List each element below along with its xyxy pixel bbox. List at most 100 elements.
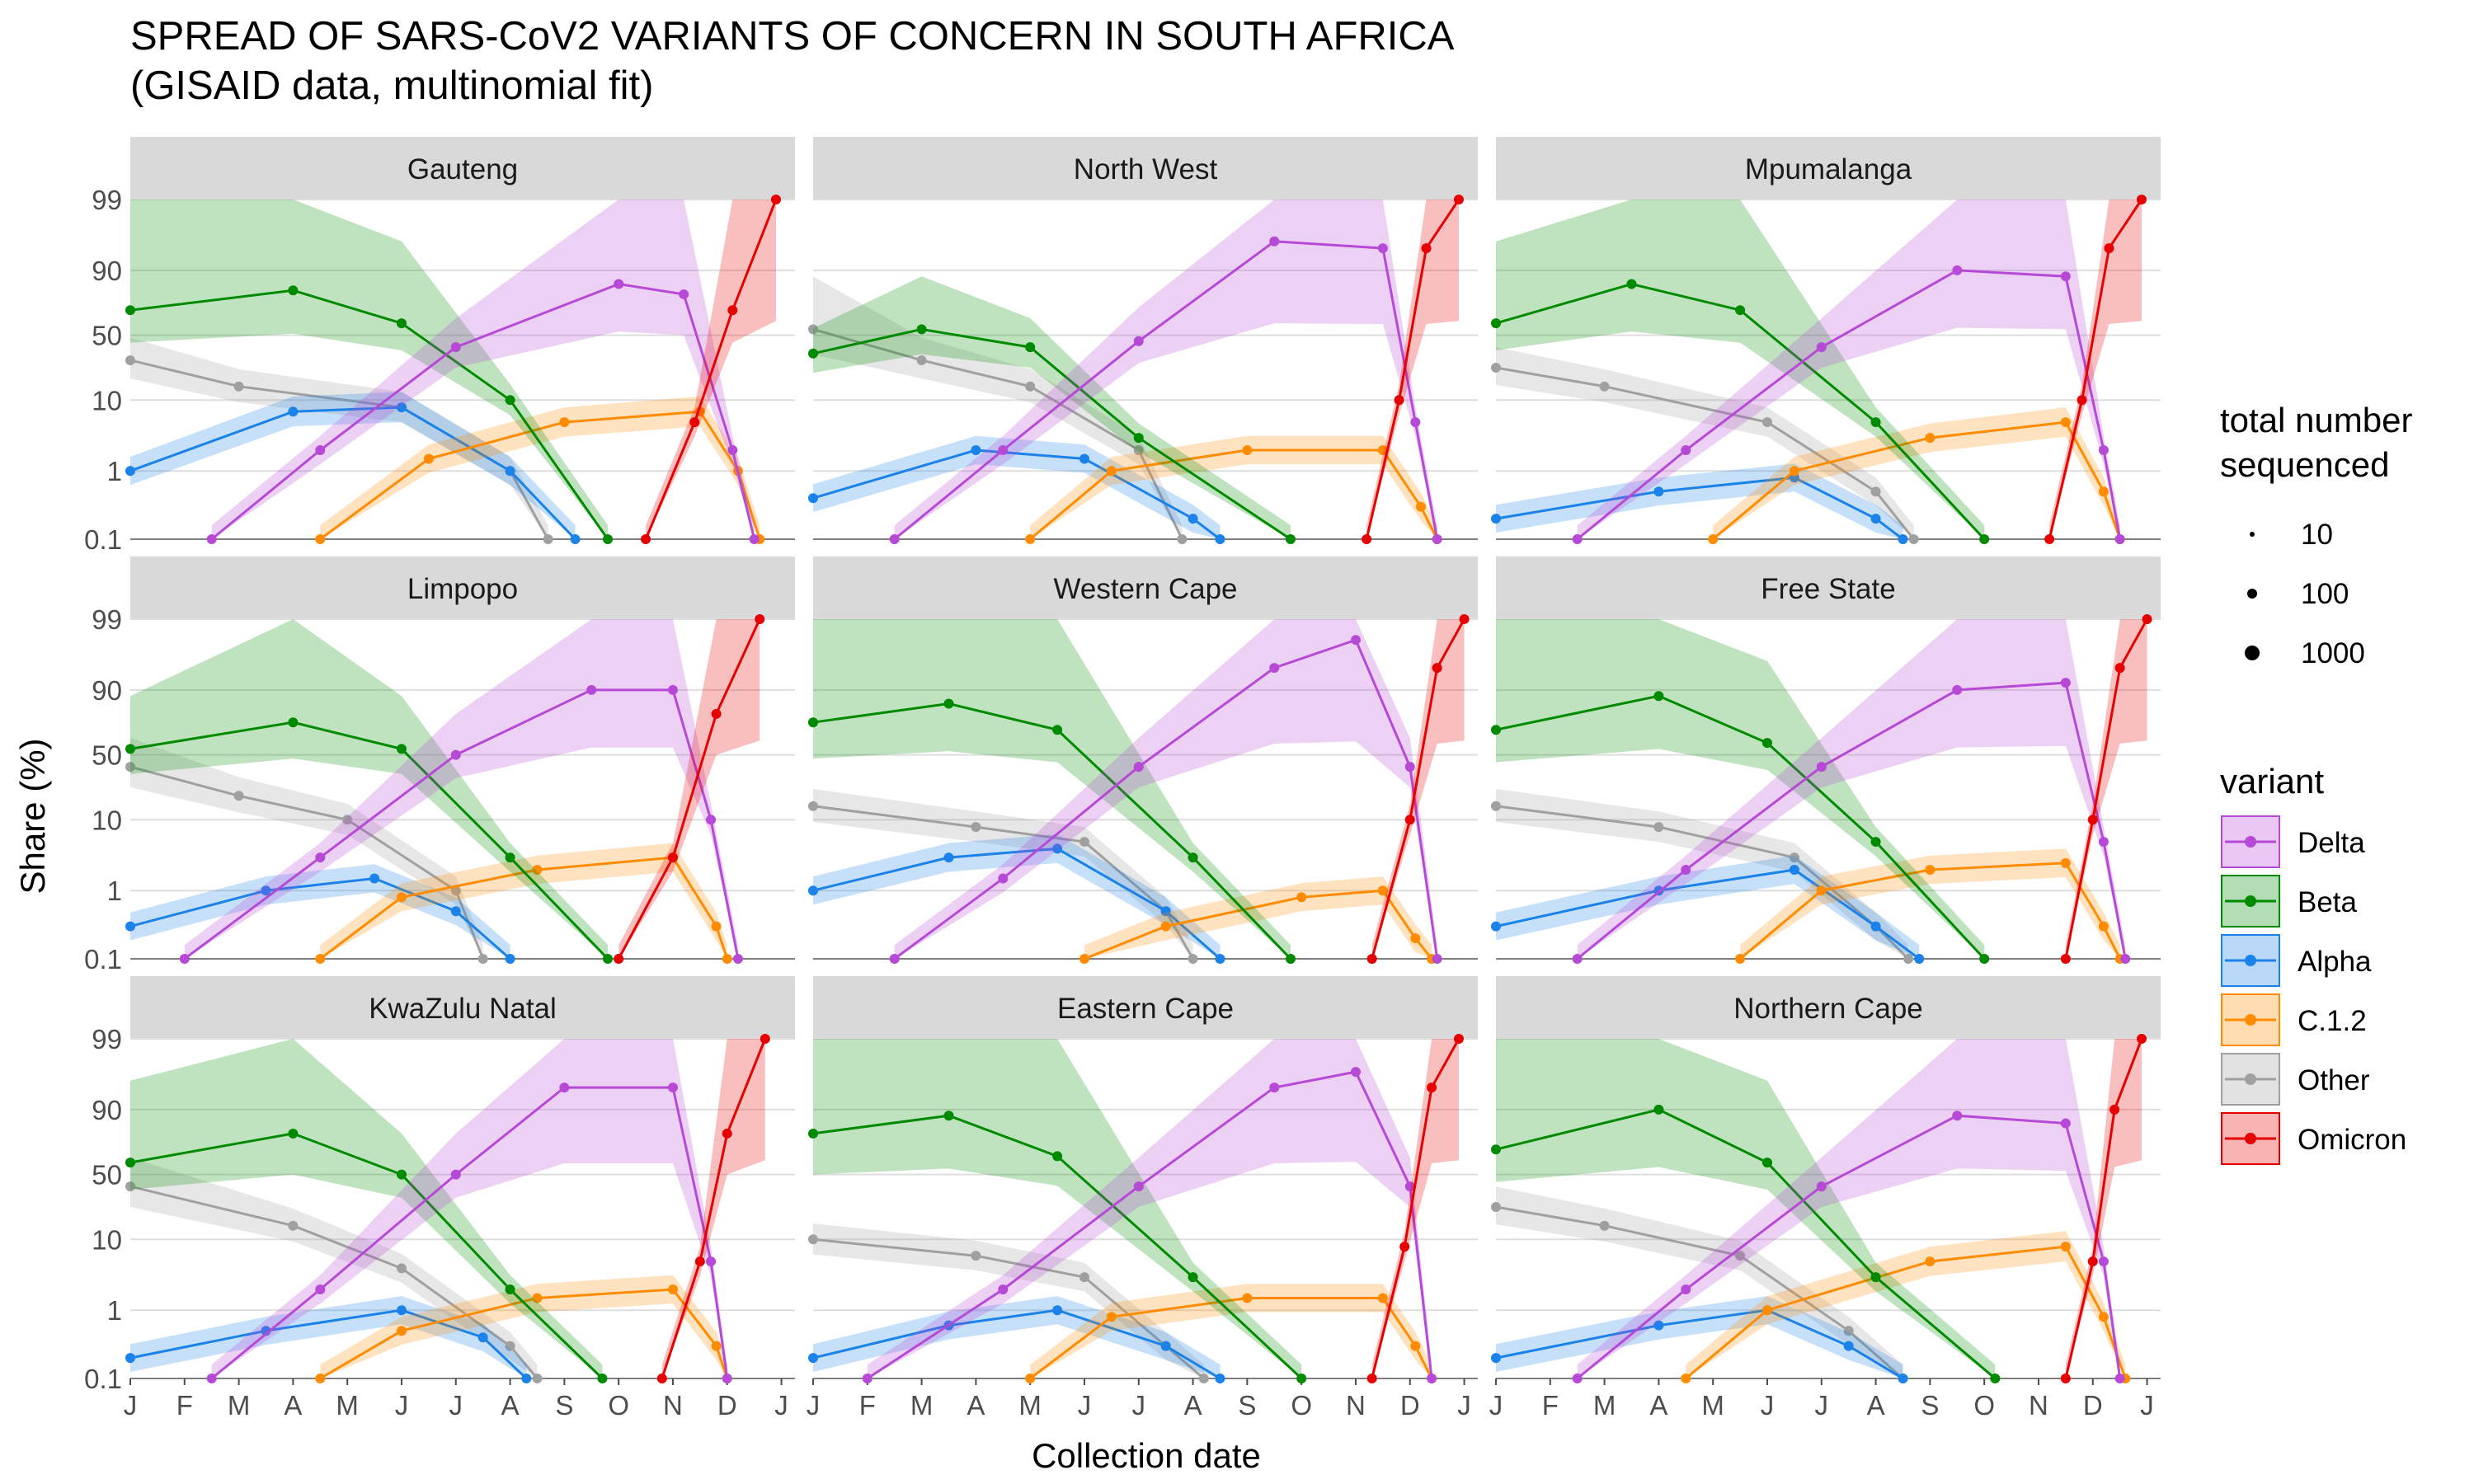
point-delta <box>2114 534 2125 544</box>
panel-kwazulu-natal: KwaZulu Natal 0.1 1 10 50 90 99 J F M A M J J A S O N D J <box>84 976 795 1421</box>
point-other <box>1188 954 1198 964</box>
panel-strip <box>130 556 795 619</box>
point-other <box>233 381 244 392</box>
legend-label: Beta <box>2298 886 2358 918</box>
y-tick-label: 10 <box>92 385 122 416</box>
size-legend-label-100: 100 <box>2301 578 2349 610</box>
point-delta <box>1572 954 1583 964</box>
point-alpha <box>1215 534 1225 544</box>
point-delta <box>679 289 689 299</box>
panel-title: Western Cape <box>1053 573 1237 605</box>
point-other <box>543 534 553 544</box>
legend-key-other: Other <box>2221 1053 2370 1106</box>
point-omicron <box>1394 395 1404 406</box>
point-alpha <box>1160 906 1171 917</box>
point-delta <box>2098 445 2109 456</box>
point-delta <box>1816 762 1827 773</box>
point-delta <box>1816 1181 1827 1192</box>
legend-dot <box>2245 1014 2256 1026</box>
panel-title: North West <box>1074 153 1218 186</box>
point-delta <box>889 534 900 544</box>
point-other <box>1133 445 1144 456</box>
variant-legend-keys: Delta Beta Alpha C.1.2 Other Omicron <box>2221 815 2406 1165</box>
size-legend-dot-1000 <box>2245 646 2260 660</box>
point-c12 <box>532 1293 543 1303</box>
panel-title: Gauteng <box>407 153 518 186</box>
y-tick-label: 50 <box>92 321 122 351</box>
chart-title-line1: SPREAD OF SARS-CoV2 VARIANTS OF CONCERN … <box>130 14 1455 59</box>
point-beta <box>1286 954 1296 964</box>
point-other <box>450 885 461 896</box>
point-other <box>808 1234 818 1245</box>
point-beta <box>603 534 614 544</box>
panel-strip <box>813 976 1478 1039</box>
point-alpha <box>943 852 954 863</box>
point-alpha <box>1491 921 1501 932</box>
point-omicron <box>641 534 651 544</box>
legend-key-alpha: Alpha <box>2221 934 2372 987</box>
ribbon-alpha <box>130 392 576 539</box>
size-legend-title-line1: total number <box>2220 401 2412 439</box>
x-tick-label: J <box>807 1390 821 1421</box>
ribbon-beta <box>130 1039 603 1378</box>
point-delta <box>1427 1374 1437 1383</box>
y-tick-label: 1 <box>107 1295 122 1326</box>
point-other <box>125 1181 135 1192</box>
point-delta <box>2114 1374 2125 1383</box>
ribbon-delta <box>184 619 738 959</box>
panel-strip <box>813 137 1478 200</box>
point-delta <box>667 684 678 695</box>
size-legend-label-10: 10 <box>2301 519 2333 551</box>
legend-label: Omicron <box>2298 1124 2406 1156</box>
point-delta <box>206 1374 217 1383</box>
panel-northern-cape: Northern Cape J F M A M J J A S O N D J <box>1489 976 2161 1421</box>
point-alpha <box>1491 514 1501 524</box>
point-delta <box>1269 1082 1280 1093</box>
point-delta <box>1269 236 1280 247</box>
panel-strip <box>813 556 1478 619</box>
point-delta <box>1133 1181 1144 1192</box>
ribbon-omicron <box>2049 200 2142 539</box>
ribbon-alpha <box>1496 1296 1903 1378</box>
panel-limpopo: Limpopo 0.1 1 10 50 90 99 <box>84 556 795 974</box>
point-beta <box>1052 1151 1063 1162</box>
ribbon-c12 <box>1686 1231 2126 1378</box>
point-other <box>477 954 488 964</box>
legend-key-c12: C.1.2 <box>2221 993 2367 1046</box>
y-tick-label: 0.1 <box>84 524 122 555</box>
point-beta <box>505 1284 515 1295</box>
point-alpha <box>450 906 461 917</box>
ribbon-omicron <box>618 619 760 959</box>
point-beta <box>288 1128 299 1139</box>
point-beta <box>125 1158 135 1168</box>
point-omicron <box>755 614 765 624</box>
point-omicron <box>1459 614 1470 624</box>
point-omicron <box>614 954 624 964</box>
point-omicron <box>1404 815 1415 825</box>
point-other <box>1789 852 1799 863</box>
point-other <box>808 801 818 811</box>
ribbon-alpha <box>1496 855 1920 959</box>
point-alpha <box>1052 843 1063 854</box>
point-omicron <box>2136 195 2147 204</box>
point-omicron <box>2060 954 2071 964</box>
point-omicron <box>2104 243 2114 254</box>
point-beta <box>288 717 299 728</box>
point-omicron <box>2077 395 2087 406</box>
point-beta <box>396 1169 407 1180</box>
point-delta <box>1952 265 1963 275</box>
point-delta <box>586 684 597 695</box>
point-other <box>1491 801 1501 811</box>
point-beta <box>1653 691 1664 702</box>
point-other <box>1198 1374 1209 1383</box>
point-omicron <box>667 852 678 863</box>
point-c12 <box>1925 1256 1935 1267</box>
point-other <box>808 324 818 335</box>
ribbon-other <box>130 1158 538 1378</box>
point-beta <box>1626 279 1637 289</box>
point-c12 <box>1377 445 1388 456</box>
point-c12 <box>1025 534 1036 544</box>
point-alpha <box>1160 1341 1171 1351</box>
point-delta <box>1133 336 1144 346</box>
y-tick-label: 1 <box>107 456 122 486</box>
